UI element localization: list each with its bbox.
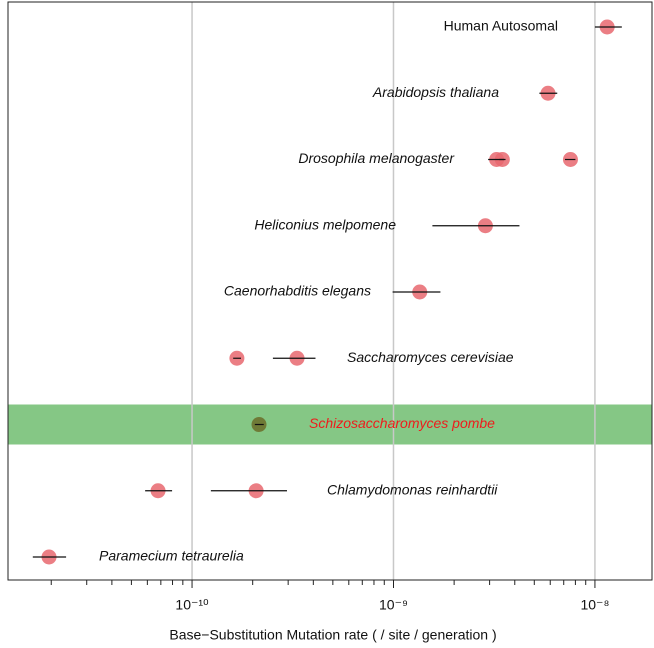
row-label: Drosophila melanogaster [298, 150, 455, 166]
row-label: Human Autosomal [444, 18, 558, 34]
x-axis-label: Base−Substitution Mutation rate ( / site… [169, 627, 496, 643]
row-label: Chlamydomonas reinhardtii [327, 481, 498, 497]
row-label: Saccharomyces cerevisiae [347, 349, 514, 365]
row-label: Caenorhabditis elegans [224, 283, 371, 299]
highlight-band [8, 404, 652, 445]
x-tick-label: 10⁻¹⁰ [175, 597, 209, 613]
plot-frame [7, 1, 653, 581]
row-label: Schizosaccharomyces pombe [309, 415, 495, 431]
x-tick-label: 10⁻⁹ [379, 597, 408, 613]
x-tick-label: 10⁻⁸ [580, 597, 609, 613]
row-label: Paramecium tetraurelia [99, 548, 244, 564]
row-label: Heliconius melpomene [254, 216, 396, 232]
row-label: Arabidopsis thaliana [372, 84, 499, 100]
